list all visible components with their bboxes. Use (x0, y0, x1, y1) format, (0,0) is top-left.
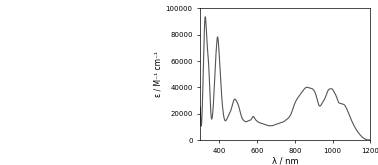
X-axis label: λ / nm: λ / nm (272, 157, 299, 165)
Y-axis label: ε / M⁻¹ cm⁻¹: ε / M⁻¹ cm⁻¹ (154, 51, 163, 97)
